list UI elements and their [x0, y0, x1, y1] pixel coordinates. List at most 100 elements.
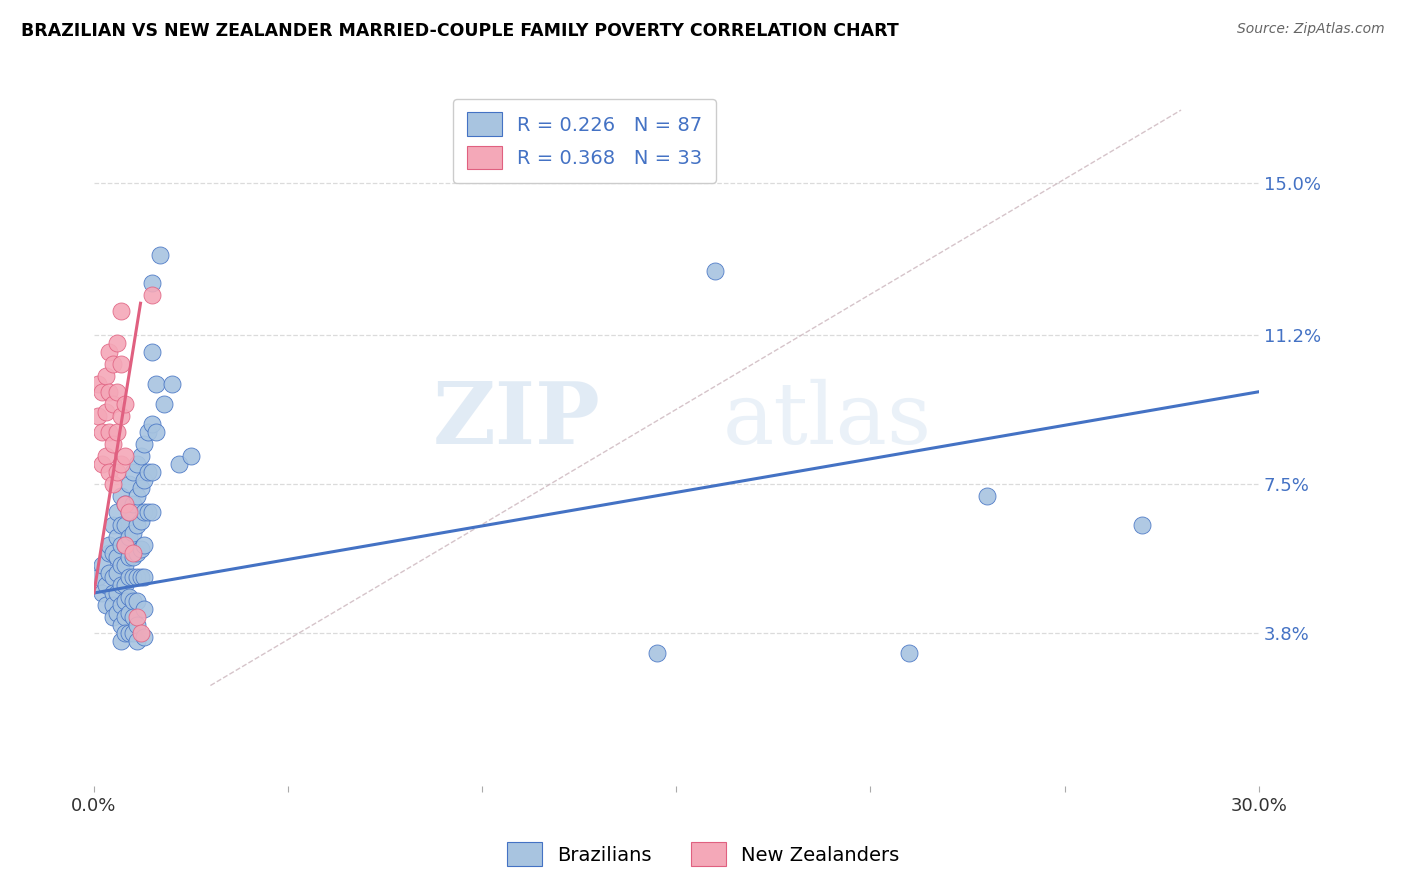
Point [125, 546, 148, 560]
Point [118, 549, 141, 564]
Point [98, 465, 121, 479]
Point [114, 498, 136, 512]
Point [118, 626, 141, 640]
Point [110, 304, 132, 318]
Point [114, 449, 136, 463]
Point [114, 498, 136, 512]
Point [129, 541, 152, 556]
Point [121, 594, 143, 608]
Point [110, 598, 132, 612]
Point [129, 481, 152, 495]
Point [134, 437, 156, 451]
Point [98, 344, 121, 359]
Point [118, 530, 141, 544]
Point [645, 646, 668, 660]
Point [105, 465, 128, 479]
Point [141, 344, 163, 359]
Point [110, 634, 132, 648]
Point [141, 417, 163, 431]
Point [121, 610, 143, 624]
Point [103, 610, 125, 624]
Point [94, 578, 117, 592]
Point [1130, 517, 1153, 532]
Point [94, 449, 117, 463]
Point [121, 525, 143, 540]
Point [87, 409, 110, 423]
Point [121, 549, 143, 564]
Point [98, 425, 121, 439]
Point [98, 538, 121, 552]
Point [129, 514, 152, 528]
Point [114, 397, 136, 411]
Point [136, 425, 159, 439]
Point [134, 538, 156, 552]
Point [87, 376, 110, 391]
Point [98, 384, 121, 399]
Point [136, 465, 159, 479]
Point [149, 248, 172, 262]
Point [105, 566, 128, 580]
Point [141, 288, 163, 302]
Point [105, 530, 128, 544]
Point [90, 384, 112, 399]
Point [110, 409, 132, 423]
Point [121, 626, 143, 640]
Point [103, 517, 125, 532]
Point [94, 405, 117, 419]
Point [134, 602, 156, 616]
Point [125, 618, 148, 632]
Point [129, 449, 152, 463]
Point [90, 558, 112, 572]
Point [105, 384, 128, 399]
Point [114, 594, 136, 608]
Point [114, 538, 136, 552]
Text: atlas: atlas [723, 378, 932, 461]
Point [136, 506, 159, 520]
Point [141, 465, 163, 479]
Point [105, 606, 128, 620]
Point [134, 473, 156, 487]
Point [141, 276, 163, 290]
Point [145, 376, 167, 391]
Point [121, 570, 143, 584]
Point [105, 586, 128, 600]
Point [898, 646, 921, 660]
Point [125, 517, 148, 532]
Point [90, 425, 112, 439]
Point [125, 634, 148, 648]
Point [129, 626, 152, 640]
Point [153, 397, 176, 411]
Point [976, 489, 998, 503]
Point [114, 626, 136, 640]
Point [118, 606, 141, 620]
Point [134, 630, 156, 644]
Text: Source: ZipAtlas.com: Source: ZipAtlas.com [1237, 22, 1385, 37]
Point [103, 397, 125, 411]
Point [160, 376, 183, 391]
Point [114, 578, 136, 592]
Point [103, 598, 125, 612]
Point [103, 437, 125, 451]
Point [118, 477, 141, 491]
Point [114, 558, 136, 572]
Point [110, 618, 132, 632]
Legend: R = 0.226   N = 87, R = 0.368   N = 33: R = 0.226 N = 87, R = 0.368 N = 33 [453, 99, 716, 183]
Point [129, 570, 152, 584]
Point [105, 549, 128, 564]
Point [121, 546, 143, 560]
Point [103, 570, 125, 584]
Point [87, 570, 110, 584]
Point [125, 489, 148, 503]
Point [105, 425, 128, 439]
Point [141, 506, 163, 520]
Point [145, 425, 167, 439]
Point [125, 457, 148, 471]
Point [98, 546, 121, 560]
Point [105, 506, 128, 520]
Point [94, 598, 117, 612]
Point [114, 610, 136, 624]
Point [180, 449, 202, 463]
Point [103, 357, 125, 371]
Point [114, 538, 136, 552]
Point [134, 506, 156, 520]
